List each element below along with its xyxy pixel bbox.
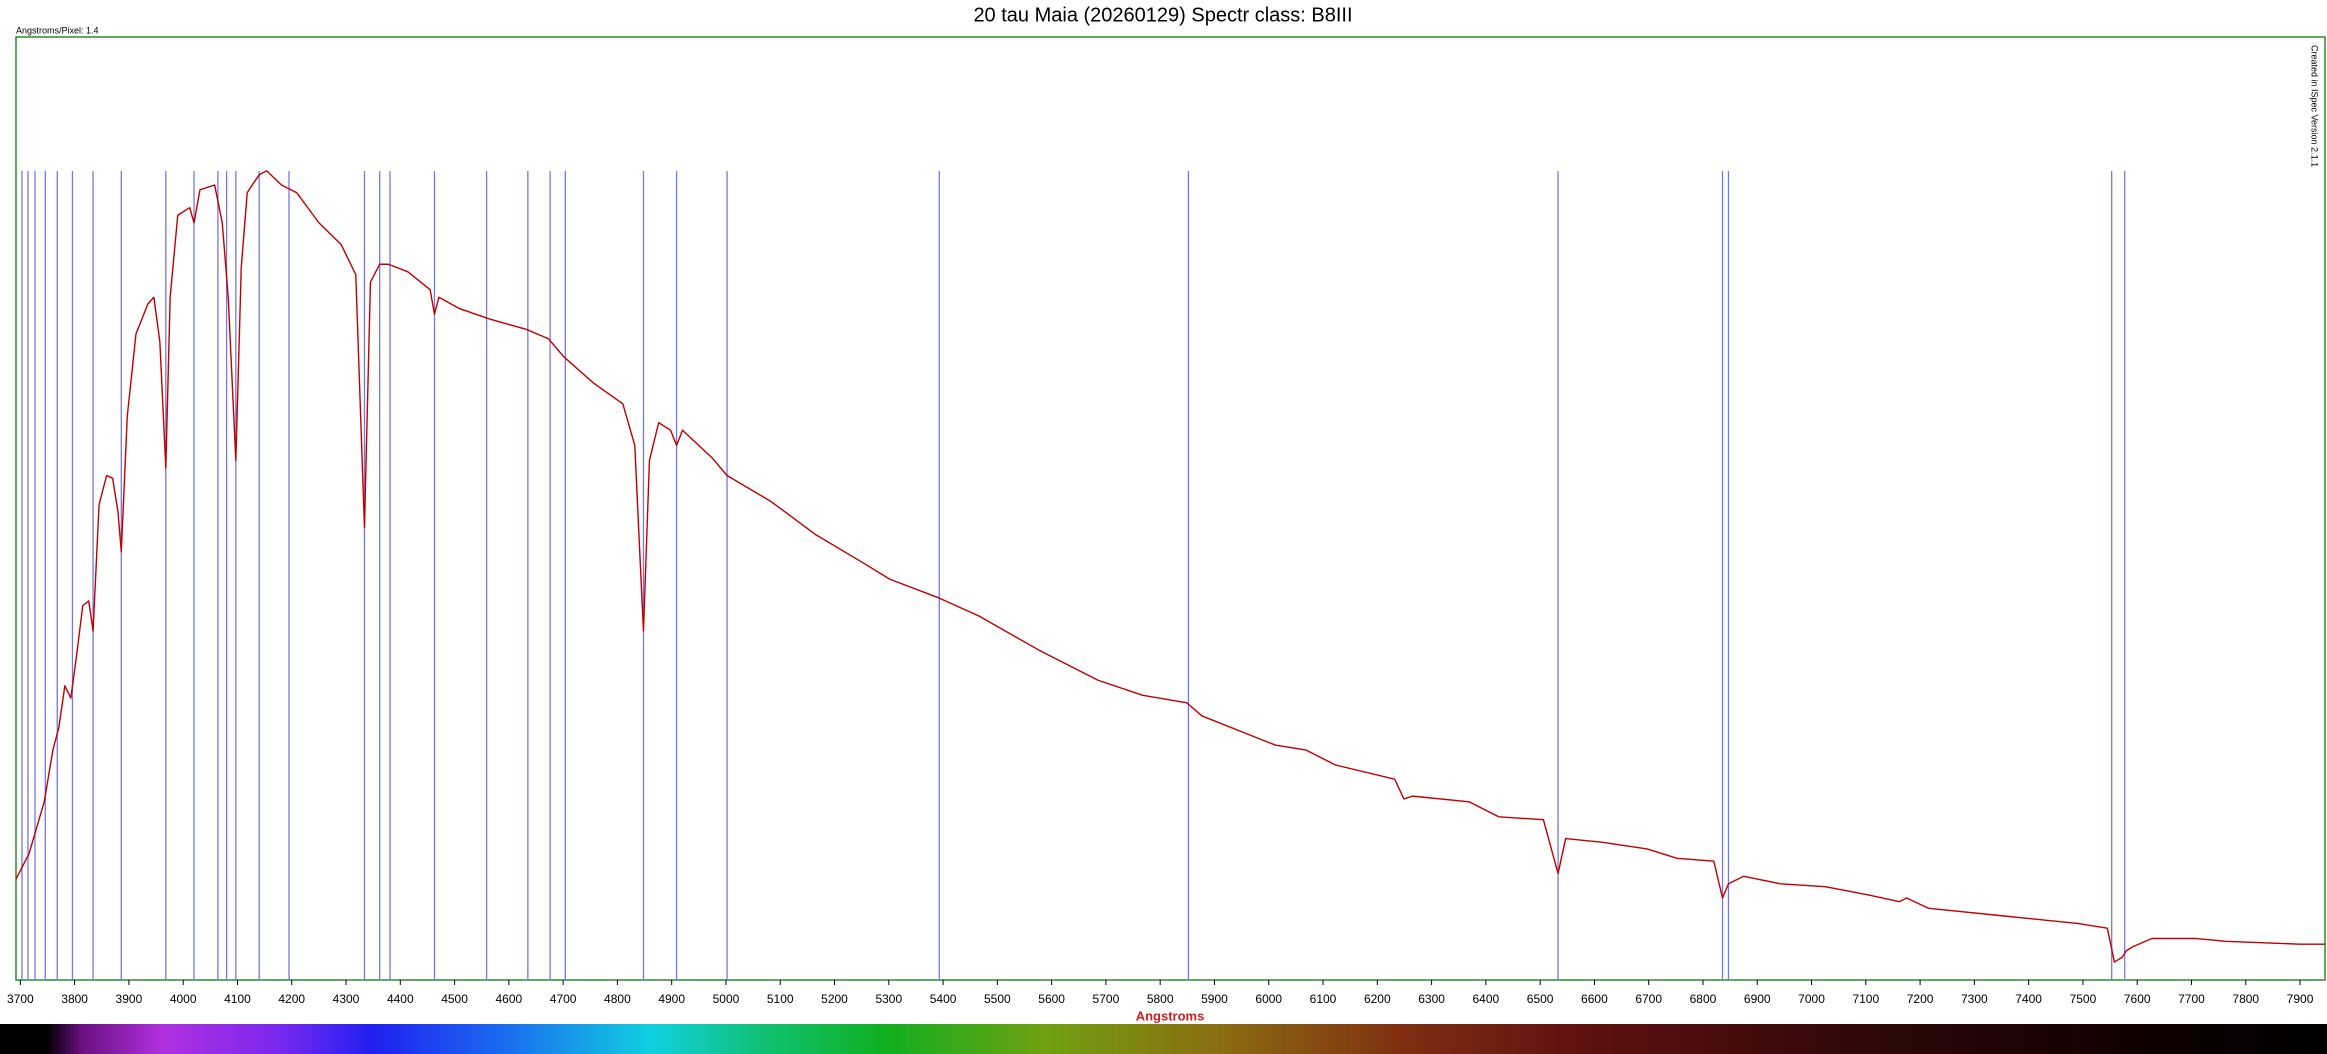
x-tick-label: 5800 xyxy=(1147,992,1174,1006)
x-tick-label: 6500 xyxy=(1527,992,1554,1006)
x-tick-label: 7100 xyxy=(1852,992,1879,1006)
x-tick-label: 7900 xyxy=(2287,992,2314,1006)
x-tick-label: 7200 xyxy=(1907,992,1934,1006)
x-tick-label: 4900 xyxy=(658,992,685,1006)
x-tick-label: 4600 xyxy=(495,992,522,1006)
x-tick-label: 7600 xyxy=(2124,992,2151,1006)
x-tick-label: 7500 xyxy=(2070,992,2097,1006)
corner-note: Angstroms/Pixel: 1.4 xyxy=(16,25,99,35)
x-tick-label: 4500 xyxy=(441,992,468,1006)
x-tick-label: 6400 xyxy=(1473,992,1500,1006)
x-tick-label: 5600 xyxy=(1038,992,1065,1006)
x-tick-label: 4400 xyxy=(387,992,414,1006)
x-tick-label: 7700 xyxy=(2178,992,2205,1006)
x-tick-label: 3900 xyxy=(116,992,143,1006)
x-tick-label: 7300 xyxy=(1961,992,1988,1006)
x-tick-label: 6700 xyxy=(1635,992,1662,1006)
x-tick-label: 4000 xyxy=(170,992,197,1006)
x-tick-label: 4200 xyxy=(278,992,305,1006)
chart-title: 20 tau Maia (20260129) Spectr class: B8I… xyxy=(973,4,1352,26)
x-tick-label: 4300 xyxy=(333,992,360,1006)
x-tick-label: 6000 xyxy=(1255,992,1282,1006)
x-axis-label: Angstroms xyxy=(1136,1008,1205,1023)
x-tick-label: 5900 xyxy=(1201,992,1228,1006)
x-tick-label: 3800 xyxy=(61,992,88,1006)
x-tick-label: 5300 xyxy=(875,992,902,1006)
x-tick-label: 4700 xyxy=(550,992,577,1006)
x-tick-label: 5700 xyxy=(1093,992,1120,1006)
x-tick-label: 7000 xyxy=(1798,992,1825,1006)
x-tick-label: 7400 xyxy=(2015,992,2042,1006)
x-tick-label: 6200 xyxy=(1364,992,1391,1006)
x-tick-label: 4800 xyxy=(604,992,631,1006)
x-tick-label: 6800 xyxy=(1690,992,1717,1006)
x-tick-label: 3700 xyxy=(7,992,34,1006)
x-tick-label: 6100 xyxy=(1310,992,1337,1006)
spectrum-color-bar xyxy=(0,1024,2327,1054)
x-tick-label: 5000 xyxy=(713,992,740,1006)
x-tick-label: 5200 xyxy=(821,992,848,1006)
x-tick-label: 5500 xyxy=(984,992,1011,1006)
x-tick-label: 4100 xyxy=(224,992,251,1006)
x-tick-label: 5400 xyxy=(930,992,957,1006)
plot-frame xyxy=(15,36,2326,981)
x-tick-label: 7800 xyxy=(2232,992,2259,1006)
x-tick-label: 6900 xyxy=(1744,992,1771,1006)
spectrum-line xyxy=(15,170,2325,963)
x-tick-label: 6300 xyxy=(1418,992,1445,1006)
side-note: Created in ISpec Version 2.1.1 xyxy=(2310,45,2320,167)
x-tick-label: 5100 xyxy=(767,992,794,1006)
x-tick-label: 6600 xyxy=(1581,992,1608,1006)
